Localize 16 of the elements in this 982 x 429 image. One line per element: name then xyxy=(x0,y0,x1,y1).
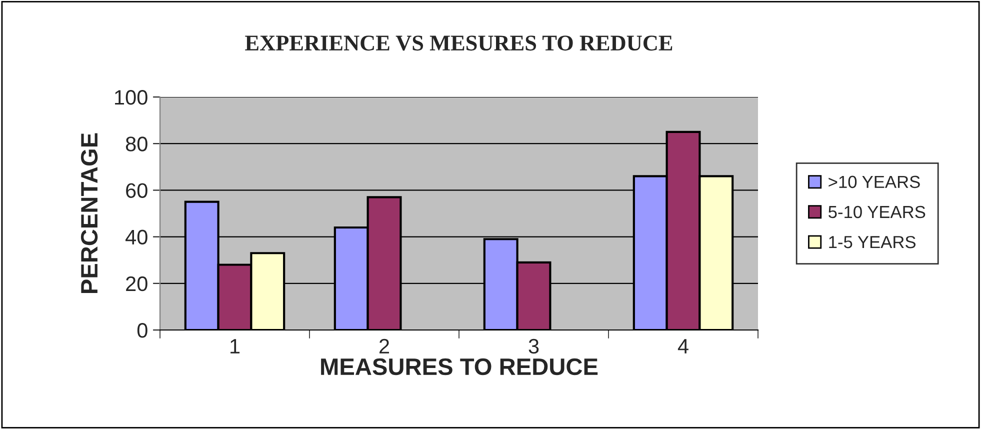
chart-title: EXPERIENCE VS MESURES TO REDUCE xyxy=(245,36,672,51)
legend-label: >10 YEARS xyxy=(828,176,920,188)
x-tick-label: 3 xyxy=(528,338,539,354)
x-axis-title: MEASURES TO REDUCE xyxy=(321,358,598,376)
x-tick-label: 4 xyxy=(678,339,688,354)
y-axis-title: PERCENTAGE xyxy=(80,133,98,294)
legend-label: 5-10 YEARS xyxy=(828,206,926,218)
x-tick-label: 1 xyxy=(230,339,240,354)
y-tick-label: 80 xyxy=(126,136,148,152)
y-tick-label: 60 xyxy=(126,183,148,198)
y-tick-label: 40 xyxy=(126,230,148,245)
y-tick-label: 100 xyxy=(115,90,148,105)
legend-label: 1-5 YEARS xyxy=(829,236,916,248)
y-tick-label: 20 xyxy=(126,276,148,292)
y-tick-label: 0 xyxy=(137,323,148,338)
x-tick-label: 2 xyxy=(380,338,389,354)
